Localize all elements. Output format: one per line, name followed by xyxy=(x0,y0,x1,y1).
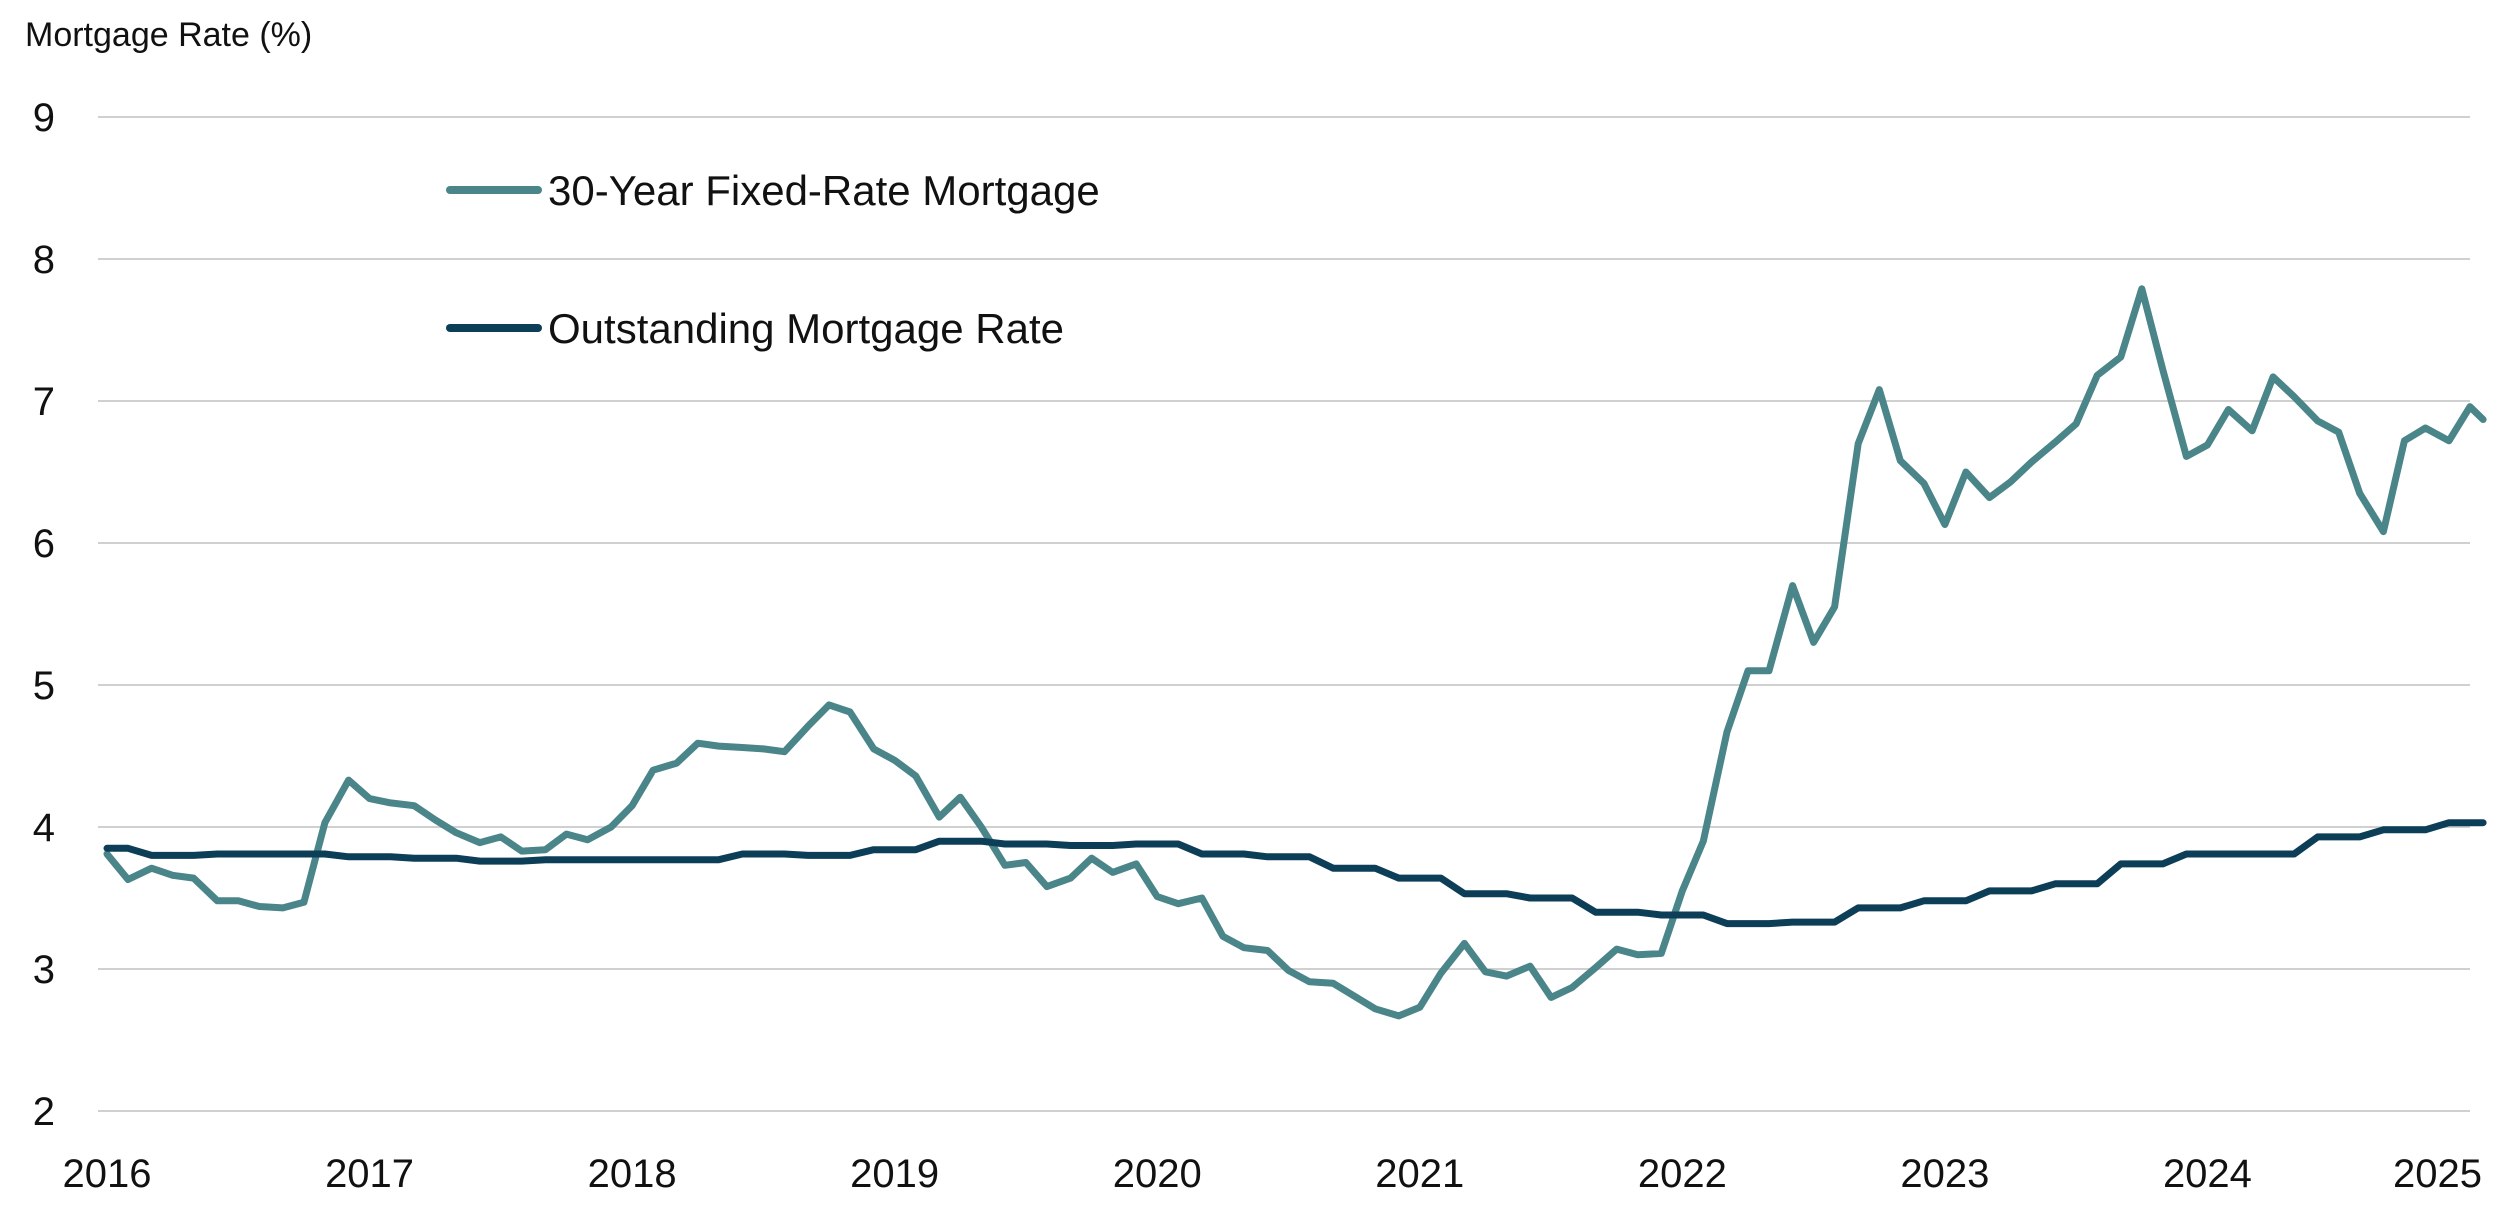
gridlines xyxy=(98,116,2470,1112)
x-tick-label: 2022 xyxy=(1638,1152,1727,1196)
y-axis-title: Mortgage Rate (%) xyxy=(25,16,312,54)
x-axis-ticks: 2016 2017 2018 2019 2020 2021 2022 2023 2024 2025 xyxy=(63,1152,2482,1196)
x-tick-label: 2019 xyxy=(850,1152,939,1196)
y-tick-label: 5 xyxy=(33,664,55,708)
series-line-fixed-rate xyxy=(103,285,2487,1020)
y-tick-label: 2 xyxy=(33,1090,55,1134)
x-tick-label: 2020 xyxy=(1113,1152,1202,1196)
legend-label: Outstanding Mortgage Rate xyxy=(548,305,1064,352)
legend: 30-Year Fixed-Rate Mortgage Outstanding M… xyxy=(446,167,1100,352)
series-line-outstanding-rate xyxy=(103,819,2487,928)
legend-label: 30-Year Fixed-Rate Mortgage xyxy=(548,167,1100,214)
y-tick-label: 4 xyxy=(33,806,55,850)
y-tick-label: 3 xyxy=(33,948,55,992)
x-tick-label: 2016 xyxy=(63,1152,152,1196)
x-tick-label: 2021 xyxy=(1375,1152,1464,1196)
x-tick-label: 2023 xyxy=(1900,1152,1989,1196)
y-tick-label: 9 xyxy=(33,96,55,140)
x-tick-label: 2017 xyxy=(325,1152,414,1196)
y-tick-label: 7 xyxy=(33,380,55,424)
x-tick-label: 2024 xyxy=(2163,1152,2252,1196)
y-tick-label: 6 xyxy=(33,522,55,566)
y-axis-ticks: 2 3 4 5 6 7 8 9 xyxy=(33,96,55,1134)
x-tick-label: 2025 xyxy=(2393,1152,2482,1196)
y-tick-label: 8 xyxy=(33,238,55,282)
series-lines xyxy=(103,285,2487,1020)
x-tick-label: 2018 xyxy=(588,1152,677,1196)
